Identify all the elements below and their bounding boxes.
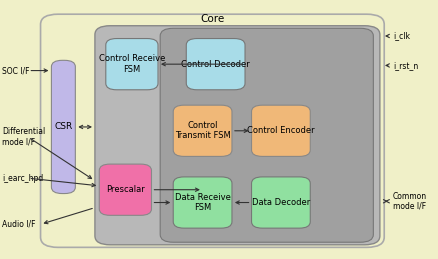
FancyBboxPatch shape <box>106 39 158 90</box>
Text: i_clk: i_clk <box>393 32 410 40</box>
Text: SOC I/F: SOC I/F <box>2 66 30 75</box>
FancyBboxPatch shape <box>173 177 232 228</box>
Text: Prescalar: Prescalar <box>106 185 145 194</box>
Text: Audio I/F: Audio I/F <box>2 220 36 229</box>
Text: Differential
mode I/F: Differential mode I/F <box>2 127 46 147</box>
Text: Data Decoder: Data Decoder <box>252 198 310 207</box>
FancyBboxPatch shape <box>51 60 75 193</box>
Text: i_earc_hpd: i_earc_hpd <box>2 174 43 183</box>
FancyBboxPatch shape <box>160 28 373 242</box>
FancyBboxPatch shape <box>99 164 152 215</box>
FancyBboxPatch shape <box>41 14 384 247</box>
FancyBboxPatch shape <box>95 26 380 245</box>
Text: Data Receive
FSM: Data Receive FSM <box>175 193 230 212</box>
FancyBboxPatch shape <box>186 39 245 90</box>
FancyBboxPatch shape <box>251 105 310 156</box>
FancyBboxPatch shape <box>173 105 232 156</box>
FancyBboxPatch shape <box>251 177 310 228</box>
Text: Control Encoder: Control Encoder <box>247 126 315 135</box>
Text: Common
mode I/F: Common mode I/F <box>393 192 427 211</box>
Text: Control
Transmit FSM: Control Transmit FSM <box>175 121 230 140</box>
Text: Control Decoder: Control Decoder <box>181 60 250 69</box>
Text: i_rst_n: i_rst_n <box>393 61 418 70</box>
Text: Core: Core <box>200 14 225 24</box>
Text: Control Receive
FSM: Control Receive FSM <box>99 54 165 74</box>
Text: CSR: CSR <box>54 123 73 131</box>
